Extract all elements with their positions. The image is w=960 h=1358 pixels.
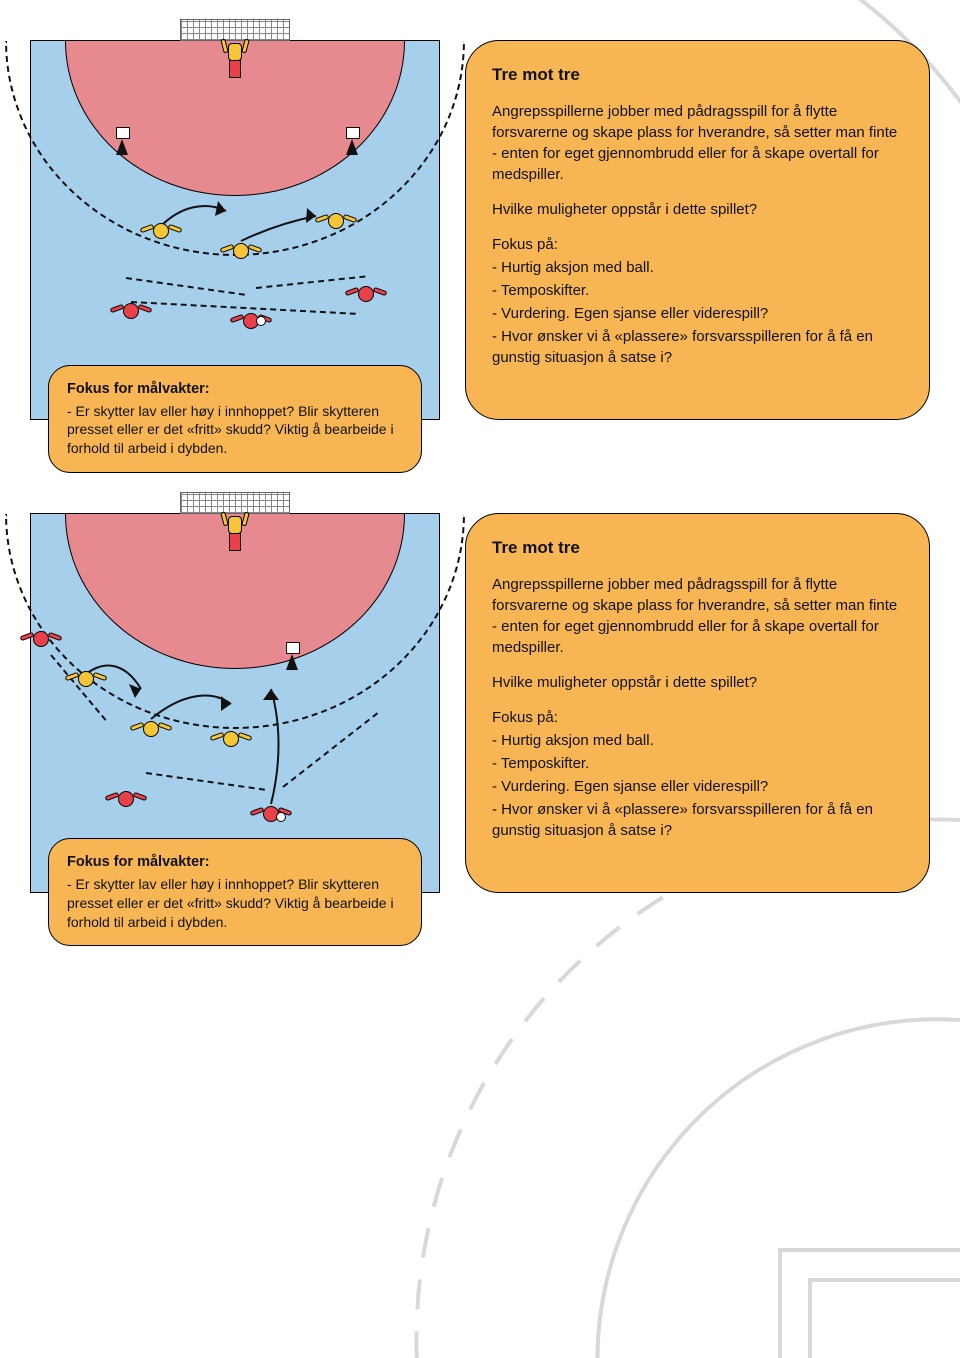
gk-box-title: Fokus for målvakter: (67, 380, 403, 400)
gk-box-title: Fokus for målvakter: (67, 853, 403, 873)
focus-label: Fokus på: (492, 234, 903, 255)
attacker-icon (111, 784, 141, 814)
focus-item: - Vurdering. Egen sjanse eller viderespi… (492, 303, 903, 324)
pass-line (282, 713, 378, 788)
focus-label: Fokus på: (492, 707, 903, 728)
focus-item: - Hvor ønsker vi å «plassere» forsvarssp… (492, 326, 903, 368)
focus-item: - Vurdering. Egen sjanse eller viderespi… (492, 776, 903, 797)
cone-icon (286, 654, 298, 670)
attacker-icon (26, 624, 56, 654)
card-question: Hvilke muligheter oppstår i dette spille… (492, 199, 903, 220)
gk-box-text: - Er skytter lav eller høy i innhoppet? … (67, 875, 403, 932)
goalkeeper-icon (220, 43, 250, 83)
card-question: Hvilke muligheter oppstår i dette spille… (492, 672, 903, 693)
ball-icon (256, 316, 266, 326)
exercise-block-2: Fokus for målvakter: - Er skytter lav el… (30, 513, 930, 946)
drill-diagram-1 (30, 40, 440, 420)
cone-icon (116, 139, 128, 155)
attacker-icon (351, 279, 381, 309)
exercise-card-2: Tre mot tre Angrepsspillerne jobber med … (465, 513, 930, 893)
defender-icon (226, 236, 256, 266)
pass-line (126, 277, 245, 296)
goalkeeper-focus-box-1: Fokus for målvakter: - Er skytter lav el… (48, 365, 422, 473)
attacker-icon (116, 296, 146, 326)
card-title: Tre mot tre (492, 536, 903, 560)
gk-box-text: - Er skytter lav eller høy i innhoppet? … (67, 402, 403, 459)
focus-item: - Hurtig aksjon med ball. (492, 257, 903, 278)
focus-item: - Hvor ønsker vi å «plassere» forsvarssp… (492, 799, 903, 841)
exercise-block-1: Fokus for målvakter: - Er skytter lav el… (30, 40, 930, 473)
defender-icon (216, 724, 246, 754)
pass-line (256, 276, 366, 289)
defender-icon (71, 664, 101, 694)
drill-diagram-2 (30, 513, 440, 893)
cone-icon (346, 139, 358, 155)
goal-icon (180, 19, 290, 41)
focus-item: - Temposkifter. (492, 280, 903, 301)
focus-item: - Temposkifter. (492, 753, 903, 774)
defender-icon (146, 216, 176, 246)
focus-item: - Hurtig aksjon med ball. (492, 730, 903, 751)
card-title: Tre mot tre (492, 63, 903, 87)
exercise-card-1: Tre mot tre Angrepsspillerne jobber med … (465, 40, 930, 420)
goalkeeper-focus-box-2: Fokus for målvakter: - Er skytter lav el… (48, 838, 422, 946)
card-paragraph: Angrepsspillerne jobber med pådragsspill… (492, 574, 903, 658)
card-paragraph: Angrepsspillerne jobber med pådragsspill… (492, 101, 903, 185)
goalkeeper-icon (220, 516, 250, 556)
pass-line (146, 772, 265, 791)
defender-icon (136, 714, 166, 744)
defender-icon (321, 206, 351, 236)
goal-icon (180, 492, 290, 514)
